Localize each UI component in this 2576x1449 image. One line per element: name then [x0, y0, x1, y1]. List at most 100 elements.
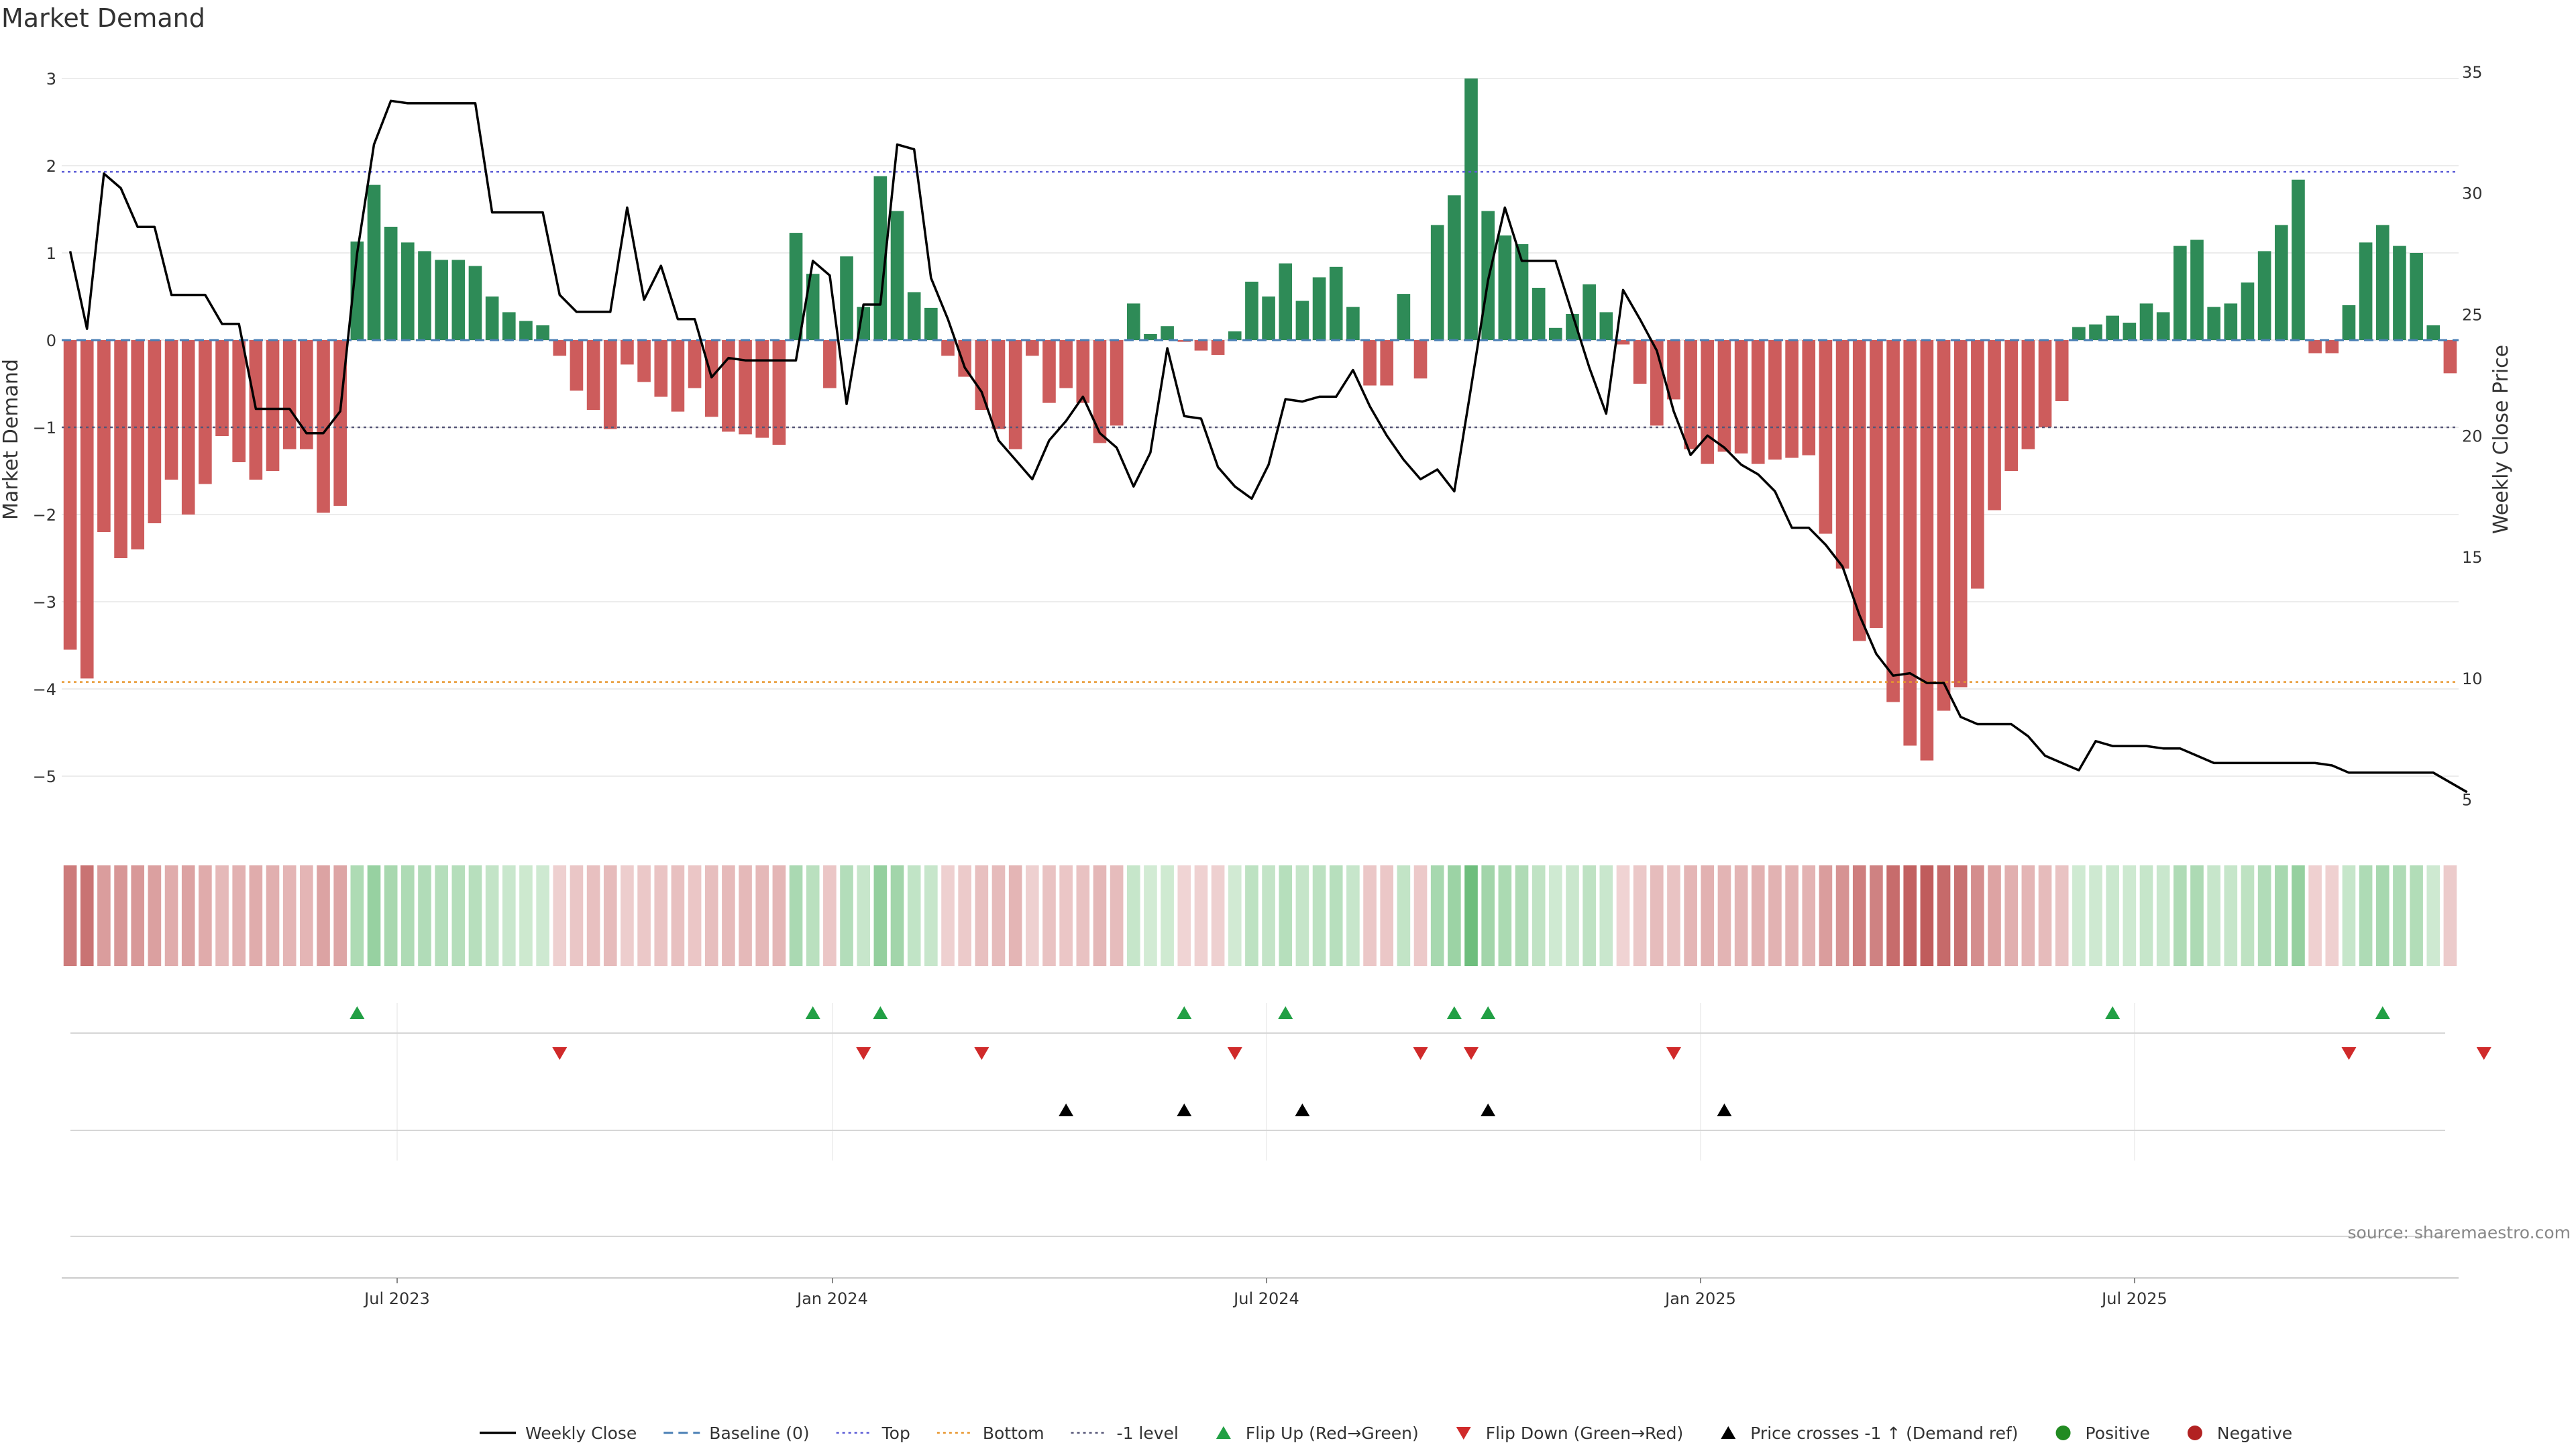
heat-cell: [722, 865, 735, 966]
y-tick-label: 2: [46, 157, 56, 176]
y2-tick-label: 20: [2462, 427, 2483, 445]
heat-cell: [199, 865, 212, 966]
y2-tick-label: 15: [2462, 548, 2483, 567]
legend-label: Baseline (0): [709, 1424, 809, 1443]
x-tick-label: Jan 2025: [1664, 1289, 1736, 1308]
demand-bar: [266, 340, 280, 471]
heat-cell: [2426, 865, 2440, 966]
demand-bar: [2174, 246, 2187, 340]
demand-bar: [1920, 340, 1934, 761]
demand-bar: [2207, 307, 2220, 340]
flip-up-marker: [1177, 1006, 1192, 1019]
demand-bar: [1667, 340, 1680, 400]
flip-down-marker: [1227, 1047, 1242, 1060]
flip-down-marker: [1666, 1047, 1681, 1060]
heat-cell: [519, 865, 533, 966]
demand-bar: [2156, 312, 2170, 340]
demand-bar: [1751, 340, 1765, 464]
heat-cell: [1161, 865, 1174, 966]
heat-cell: [1397, 865, 1411, 966]
heat-cell: [621, 865, 634, 966]
legend: Weekly Close Baseline (0) Top Bottom -1 leve…: [480, 1424, 2292, 1443]
x-tick-label: Jan 2024: [796, 1289, 868, 1308]
heat-cell: [857, 865, 871, 966]
flip-down-marker: [1464, 1047, 1479, 1060]
demand-bar: [671, 340, 685, 412]
heat-cell: [1768, 865, 1782, 966]
demand-bar: [924, 307, 938, 340]
demand-bar: [857, 307, 871, 340]
heat-cell: [1177, 865, 1191, 966]
demand-bar: [181, 340, 195, 515]
heat-cell: [97, 865, 111, 966]
demand-bar: [1430, 225, 1444, 340]
heat-cell: [2156, 865, 2170, 966]
heat-cell: [958, 865, 971, 966]
price-line-group: [68, 99, 2468, 794]
demand-bar: [1448, 195, 1461, 340]
heat-cell: [2072, 865, 2086, 966]
legend-item: Flip Down (Green→Red): [1456, 1424, 1683, 1443]
demand-bar: [1346, 307, 1360, 340]
demand-bar: [1599, 312, 1613, 340]
heat-cell: [2292, 865, 2305, 966]
demand-bar: [1616, 340, 1630, 345]
y2-tick-label: 25: [2462, 305, 2483, 324]
y2-axis-label: Weekly Close Price: [2489, 345, 2513, 534]
legend-label: Weekly Close: [525, 1424, 637, 1443]
heat-cell: [114, 865, 127, 966]
heat-cell: [2274, 865, 2288, 966]
heat-cell: [215, 865, 229, 966]
demand-bar: [1008, 340, 1022, 449]
demand-bar: [63, 340, 77, 650]
heat-cell: [1920, 865, 1934, 966]
demand-bar: [1734, 340, 1748, 453]
heat-cell: [1971, 865, 1984, 966]
heat-cell: [2325, 865, 2339, 966]
heat-cell: [317, 865, 330, 966]
demand-bar: [1228, 331, 1242, 340]
heat-cell: [2089, 865, 2102, 966]
heat-cell: [2375, 865, 2390, 966]
demand-bar: [317, 340, 330, 513]
demand-bar: [2257, 251, 2271, 340]
y-tick-label: 1: [46, 244, 56, 263]
event-markers: [70, 1003, 2491, 1237]
heat-cell: [2224, 865, 2238, 966]
flip-up-marker: [805, 1006, 820, 1019]
heat-cell: [435, 865, 448, 966]
demand-bar: [586, 340, 600, 410]
heat-cell: [1886, 865, 1900, 966]
demand-bar: [1211, 340, 1225, 356]
demand-bar: [1515, 244, 1529, 340]
heat-cell: [1194, 865, 1208, 966]
heat-cell: [637, 865, 651, 966]
heat-cell: [1701, 865, 1715, 966]
heat-cell: [1262, 865, 1275, 966]
flip-down-marker: [974, 1047, 989, 1060]
demand-bar: [890, 211, 904, 340]
demand-bar: [1042, 340, 1056, 403]
demand-bar: [621, 340, 634, 365]
heat-cell: [181, 865, 195, 966]
heat-cell: [2393, 865, 2406, 966]
demand-bar: [2241, 282, 2255, 340]
x-tick-label: Jul 2023: [363, 1289, 430, 1308]
chart-title: Market Demand: [1, 3, 205, 33]
heat-cell: [2257, 865, 2271, 966]
demand-bar: [1870, 340, 1883, 628]
heat-cell: [823, 865, 837, 966]
heat-cell: [1819, 865, 1833, 966]
heat-cell: [2410, 865, 2423, 966]
demand-bar: [1701, 340, 1715, 464]
demand-bar: [1582, 284, 1596, 340]
legend-item: Top: [836, 1424, 910, 1443]
heat-cell: [772, 865, 786, 966]
demand-bar: [553, 340, 567, 356]
demand-bar: [2308, 340, 2322, 354]
demand-bar: [536, 325, 549, 340]
heat-cell: [1481, 865, 1495, 966]
y-tick-label: −4: [33, 680, 56, 699]
x-tick-label: Jul 2025: [2100, 1289, 2167, 1308]
demand-bar: [570, 340, 584, 391]
